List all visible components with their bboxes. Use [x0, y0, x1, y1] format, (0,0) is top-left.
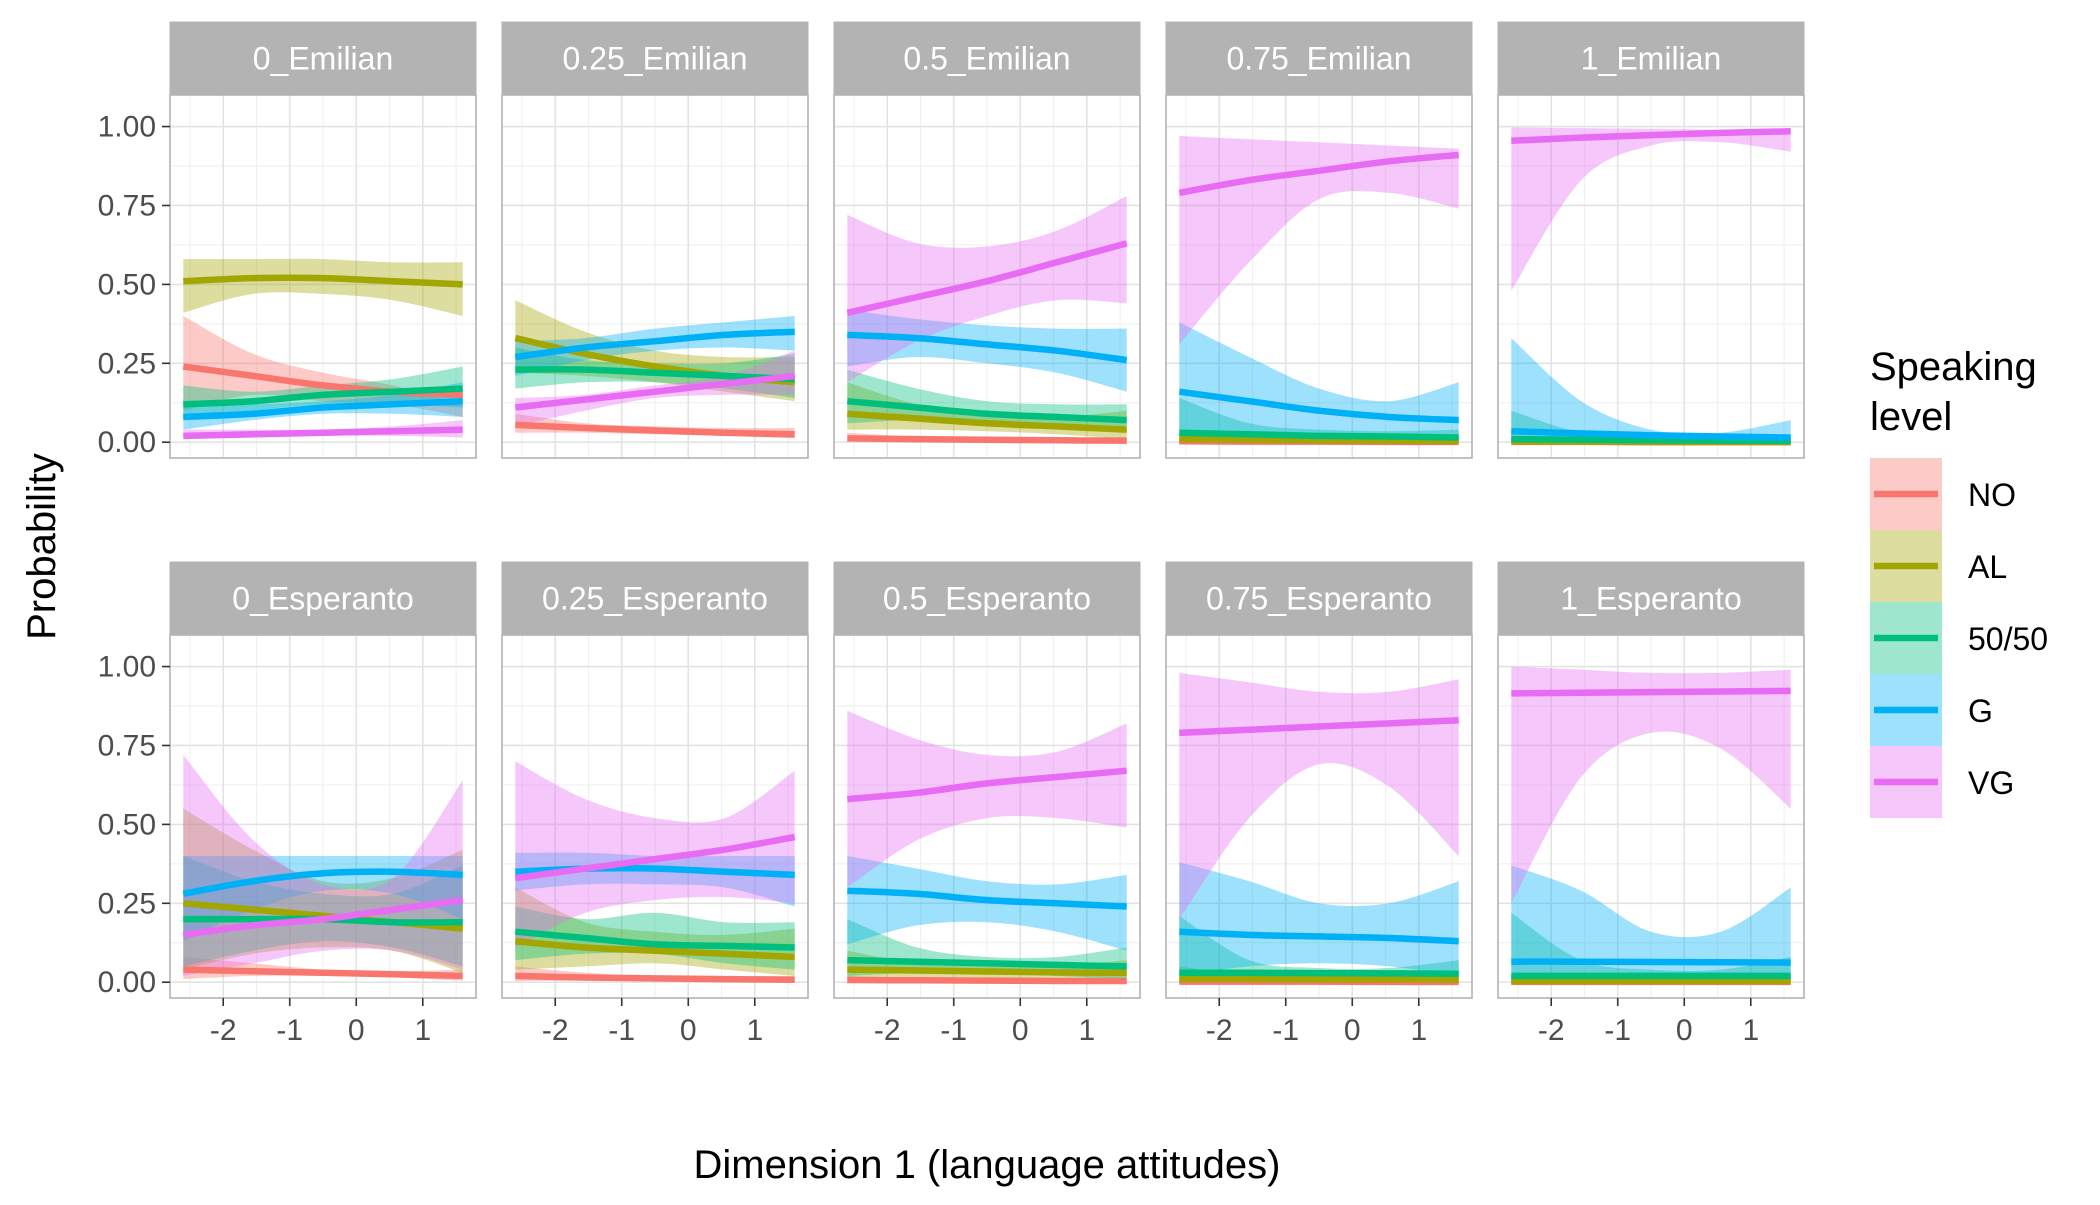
- legend: Speaking level NO AL 50/50 G VG: [1870, 345, 2048, 818]
- facet-panel: 1_Esperanto -2 -1 0 1: [1498, 562, 1804, 1047]
- facet-label: 0_Emilian: [253, 41, 394, 77]
- y-tick-label: 0.50: [98, 268, 156, 301]
- y-tick-label: 0.50: [98, 808, 156, 841]
- series-line-NO: [847, 438, 1126, 440]
- facet-panel: 0_Esperanto 0.00 0.25 0.50 0.75 1.00 -2 -1 0 1: [98, 562, 476, 1047]
- x-tick-label: 0: [1676, 1014, 1693, 1047]
- series-line-AL: [847, 970, 1126, 973]
- facet-label: 0.75_Esperanto: [1206, 581, 1432, 617]
- x-axis-title: Dimension 1 (language attitudes): [693, 1143, 1280, 1187]
- facet-panel: 1_Emilian: [1498, 22, 1804, 458]
- legend-label: G: [1968, 693, 1993, 729]
- y-axis-title: Probability: [20, 453, 64, 640]
- legend-title: Speaking: [1870, 345, 2037, 389]
- x-tick-label: 0: [1344, 1014, 1361, 1047]
- x-tick-label: -2: [1206, 1014, 1233, 1047]
- legend-title: level: [1870, 395, 1952, 439]
- y-tick-label: 0.75: [98, 729, 156, 762]
- series-line-NO: [515, 976, 794, 980]
- facet-label: 0.75_Emilian: [1227, 41, 1412, 77]
- facet-label: 1_Esperanto: [1560, 581, 1741, 617]
- facet-label: 0_Esperanto: [232, 581, 413, 617]
- series-line-NO: [847, 980, 1126, 981]
- facet-label: 1_Emilian: [1581, 41, 1722, 77]
- x-tick-label: 1: [746, 1014, 763, 1047]
- legend-label: 50/50: [1968, 621, 2048, 657]
- facet-panel: 0_Emilian 0.00 0.25 0.50 0.75 1.00: [98, 22, 476, 459]
- x-tick-label: -1: [1272, 1014, 1299, 1047]
- y-tick-label: 1.00: [98, 111, 156, 144]
- x-tick-label: 0: [348, 1014, 365, 1047]
- facet-label: 0.25_Esperanto: [542, 581, 768, 617]
- x-tick-label: 1: [414, 1014, 431, 1047]
- x-tick-label: 0: [1012, 1014, 1029, 1047]
- x-tick-label: 0: [680, 1014, 697, 1047]
- legend-label: VG: [1968, 765, 2014, 801]
- facet-panel: 0.75_Esperanto -2 -1 0 1: [1166, 562, 1472, 1047]
- facet-panel: 0.5_Emilian: [834, 22, 1140, 458]
- legend-label: AL: [1968, 549, 2007, 585]
- facet-panel: 0.25_Emilian: [502, 22, 808, 458]
- y-tick-label: 1.00: [98, 651, 156, 684]
- x-tick-label: -1: [1604, 1014, 1631, 1047]
- facet-label: 0.5_Esperanto: [883, 581, 1091, 617]
- facet-panel: 0.5_Esperanto -2 -1 0 1: [834, 562, 1140, 1047]
- x-tick-label: -1: [608, 1014, 635, 1047]
- x-tick-label: -1: [940, 1014, 967, 1047]
- y-tick-label: 0.75: [98, 189, 156, 222]
- x-tick-label: -1: [276, 1014, 303, 1047]
- y-tick-label: 0.00: [98, 426, 156, 459]
- x-tick-label: -2: [210, 1014, 237, 1047]
- y-tick-label: 0.25: [98, 887, 156, 920]
- x-tick-label: -2: [1538, 1014, 1565, 1047]
- facet-label: 0.25_Emilian: [563, 41, 748, 77]
- x-tick-label: -2: [542, 1014, 569, 1047]
- series-line-50-50: [1179, 973, 1458, 974]
- x-tick-label: 1: [1410, 1014, 1427, 1047]
- facet-panel: 0.75_Emilian: [1166, 22, 1472, 458]
- x-tick-label: 1: [1742, 1014, 1759, 1047]
- x-tick-label: 1: [1078, 1014, 1095, 1047]
- series-line-AL: [1179, 979, 1458, 980]
- x-tick-label: -2: [874, 1014, 901, 1047]
- facet-label: 0.5_Emilian: [903, 41, 1070, 77]
- legend-label: NO: [1968, 477, 2016, 513]
- series-line-G: [1511, 962, 1790, 963]
- y-tick-label: 0.00: [98, 966, 156, 999]
- y-tick-label: 0.25: [98, 347, 156, 380]
- facet-panel: 0.25_Esperanto -2 -1 0 1: [502, 562, 808, 1047]
- series-line-VG: [1511, 691, 1790, 694]
